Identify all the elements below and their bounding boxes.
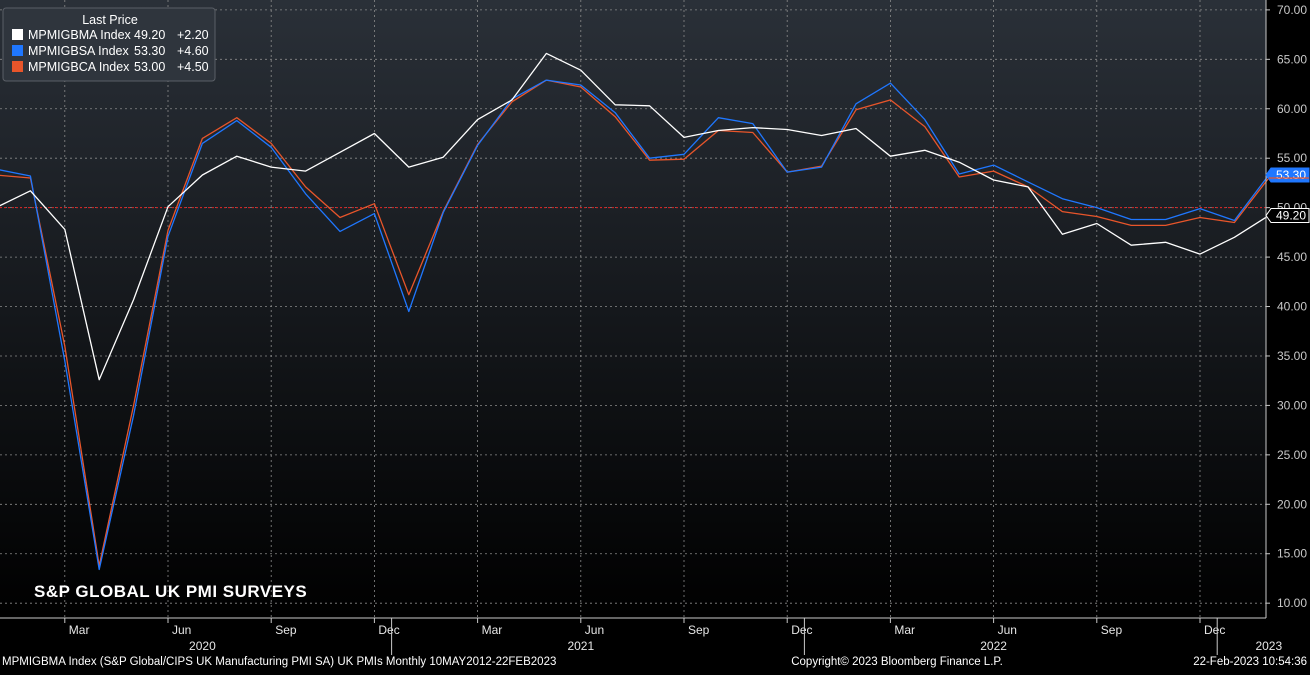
price-tag-label: 53.30	[1276, 168, 1306, 182]
series-line-services	[0, 79, 1270, 571]
x-year-label: 2023	[1255, 639, 1282, 653]
y-tick-label: 30.00	[1277, 398, 1307, 412]
x-year-label: 2022	[980, 639, 1007, 653]
y-tick-label: 25.00	[1277, 448, 1307, 462]
legend-swatch-services	[12, 45, 23, 56]
legend-header: Last Price	[82, 13, 138, 27]
price-tag-label: 49.20	[1276, 209, 1306, 223]
legend: Last Price MPMIGBMA Index 49.20 +2.20 MP…	[2, 7, 216, 82]
y-tick-label: 60.00	[1277, 102, 1307, 116]
plot-area-gradient	[0, 0, 1266, 618]
y-tick-label: 10.00	[1277, 596, 1307, 610]
legend-swatch-manufacturing	[12, 29, 23, 40]
series-line-composite	[0, 79, 1270, 567]
y-tick-label: 70.00	[1277, 3, 1307, 17]
legend-last-services: 53.30	[134, 44, 165, 58]
x-tick-label: Jun	[585, 623, 604, 637]
y-tick-label: 55.00	[1277, 151, 1307, 165]
legend-box	[2, 7, 216, 82]
x-tick-label: Sep	[1101, 623, 1123, 637]
y-tick-label: 35.00	[1277, 349, 1307, 363]
x-axis: Mar Jun Sep Dec Mar Jun Sep Dec Mar Jun Sep Dec 2020…	[64, 618, 1282, 655]
x-tick-label: Dec	[791, 623, 812, 637]
footer-copyright: Copyright© 2023 Bloomberg Finance L.P.	[791, 656, 1003, 668]
x-tick-label: Mar	[482, 623, 503, 637]
legend-swatch-composite	[12, 61, 23, 72]
legend-ticker-services: MPMIGBSA Index	[28, 44, 129, 58]
x-tick-label: Mar	[69, 623, 90, 637]
y-tick-label: 40.00	[1277, 300, 1307, 314]
legend-ticker-manufacturing: MPMIGBMA Index	[28, 28, 132, 42]
legend-last-manufacturing: 49.20	[134, 28, 165, 42]
y-tick-label: 65.00	[1277, 52, 1307, 66]
legend-change-manufacturing: +2.20	[177, 28, 209, 42]
legend-last-composite: 53.00	[134, 60, 165, 74]
footer-description: MPMIGBMA Index (S&P Global/CIPS UK Manuf…	[2, 656, 556, 668]
x-tick-label: Mar	[894, 623, 915, 637]
price-tags: 53.30 49.20	[1265, 167, 1310, 224]
price-tag-badge	[1265, 208, 1310, 224]
footer-timestamp: 22-Feb-2023 10:54:36	[1193, 656, 1307, 668]
x-tick-label: Jun	[998, 623, 1017, 637]
series-layer	[0, 52, 1270, 571]
x-tick-label: Sep	[275, 623, 297, 637]
legend-change-services: +4.60	[177, 44, 209, 58]
legend-ticker-composite: MPMIGBCA Index	[28, 60, 130, 74]
x-year-label: 2020	[189, 639, 216, 653]
x-tick-label: Sep	[688, 623, 710, 637]
y-tick-label: 20.00	[1277, 497, 1307, 511]
x-tick-label: Dec	[1204, 623, 1225, 637]
overlay-title: S&P GLOBAL UK PMI SURVEYS	[34, 582, 307, 601]
y-tick-label: 45.00	[1277, 250, 1307, 264]
x-tick-label: Jun	[172, 623, 191, 637]
legend-change-composite: +4.50	[177, 60, 209, 74]
x-year-label: 2021	[567, 639, 594, 653]
x-tick-label: Dec	[378, 623, 399, 637]
y-tick-label: 15.00	[1277, 547, 1307, 561]
series-line-manufacturing	[0, 52, 1270, 381]
